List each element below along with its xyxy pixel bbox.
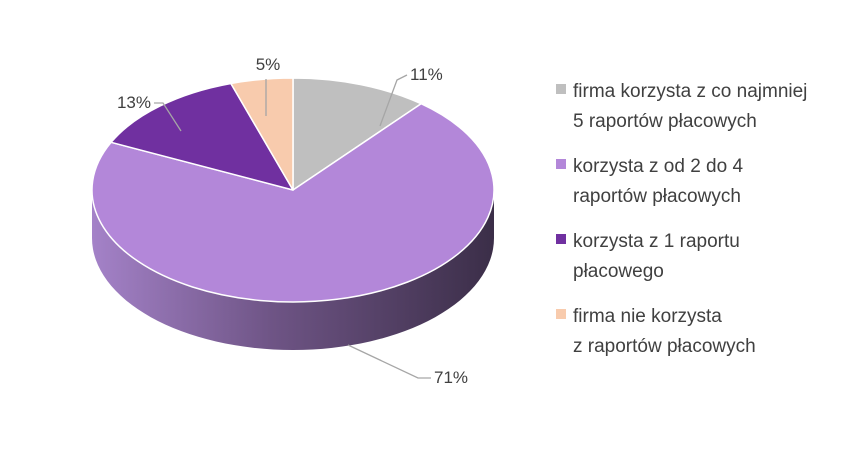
legend-label: korzysta z od 2 do 4 raportów płacowych	[573, 152, 841, 212]
data-label: 13%	[117, 93, 151, 112]
legend-label-line: raportów płacowych	[573, 186, 741, 207]
data-label: 11%	[410, 65, 443, 84]
legend-item: firma korzysta z co najmniej 5 raportów …	[556, 77, 841, 157]
legend-label-line: firma nie korzysta	[573, 306, 722, 327]
legend-swatch	[556, 159, 566, 169]
pie-slices	[91, 77, 495, 303]
legend-item: firma nie korzysta z raportów płacowych	[556, 302, 841, 382]
leader-lines	[154, 74, 431, 379]
leader-line	[154, 102, 182, 132]
pie-slice	[292, 77, 422, 191]
legend-label: korzysta z 1 raportu płacowego	[573, 227, 841, 287]
legend-item: korzysta z 1 raportu płacowego	[556, 227, 841, 307]
pie-slice	[230, 77, 294, 191]
legend-label-line: korzysta z 1 raportu	[573, 231, 740, 252]
pie-slice	[110, 82, 294, 191]
data-labels: 11% 71% 13% 5%	[117, 55, 468, 387]
data-label: 71%	[434, 368, 468, 387]
legend-label: firma nie korzysta z raportów płacowych	[573, 302, 841, 362]
legend-label-line: z raportów płacowych	[573, 336, 756, 357]
pie-sides	[92, 190, 494, 350]
leader-line	[347, 344, 431, 379]
data-label: 5%	[256, 55, 281, 74]
legend-label-line: firma korzysta z co najmniej	[573, 81, 808, 102]
legend-swatch	[556, 84, 566, 94]
legend: firma korzysta z co najmniej 5 raportów …	[556, 81, 841, 382]
pie-side-wall	[92, 190, 494, 350]
leader-line	[379, 74, 408, 127]
legend-label-line: 5 raportów płacowych	[573, 111, 757, 132]
legend-label-line: korzysta z od 2 do 4	[573, 156, 744, 177]
legend-label-line: płacowego	[573, 261, 664, 282]
legend-swatch	[556, 234, 566, 244]
pie-slice	[91, 102, 495, 303]
legend-swatch	[556, 309, 566, 319]
legend-item: korzysta z od 2 do 4 raportów płacowych	[556, 152, 841, 232]
legend-label: firma korzysta z co najmniej 5 raportów …	[573, 77, 841, 137]
